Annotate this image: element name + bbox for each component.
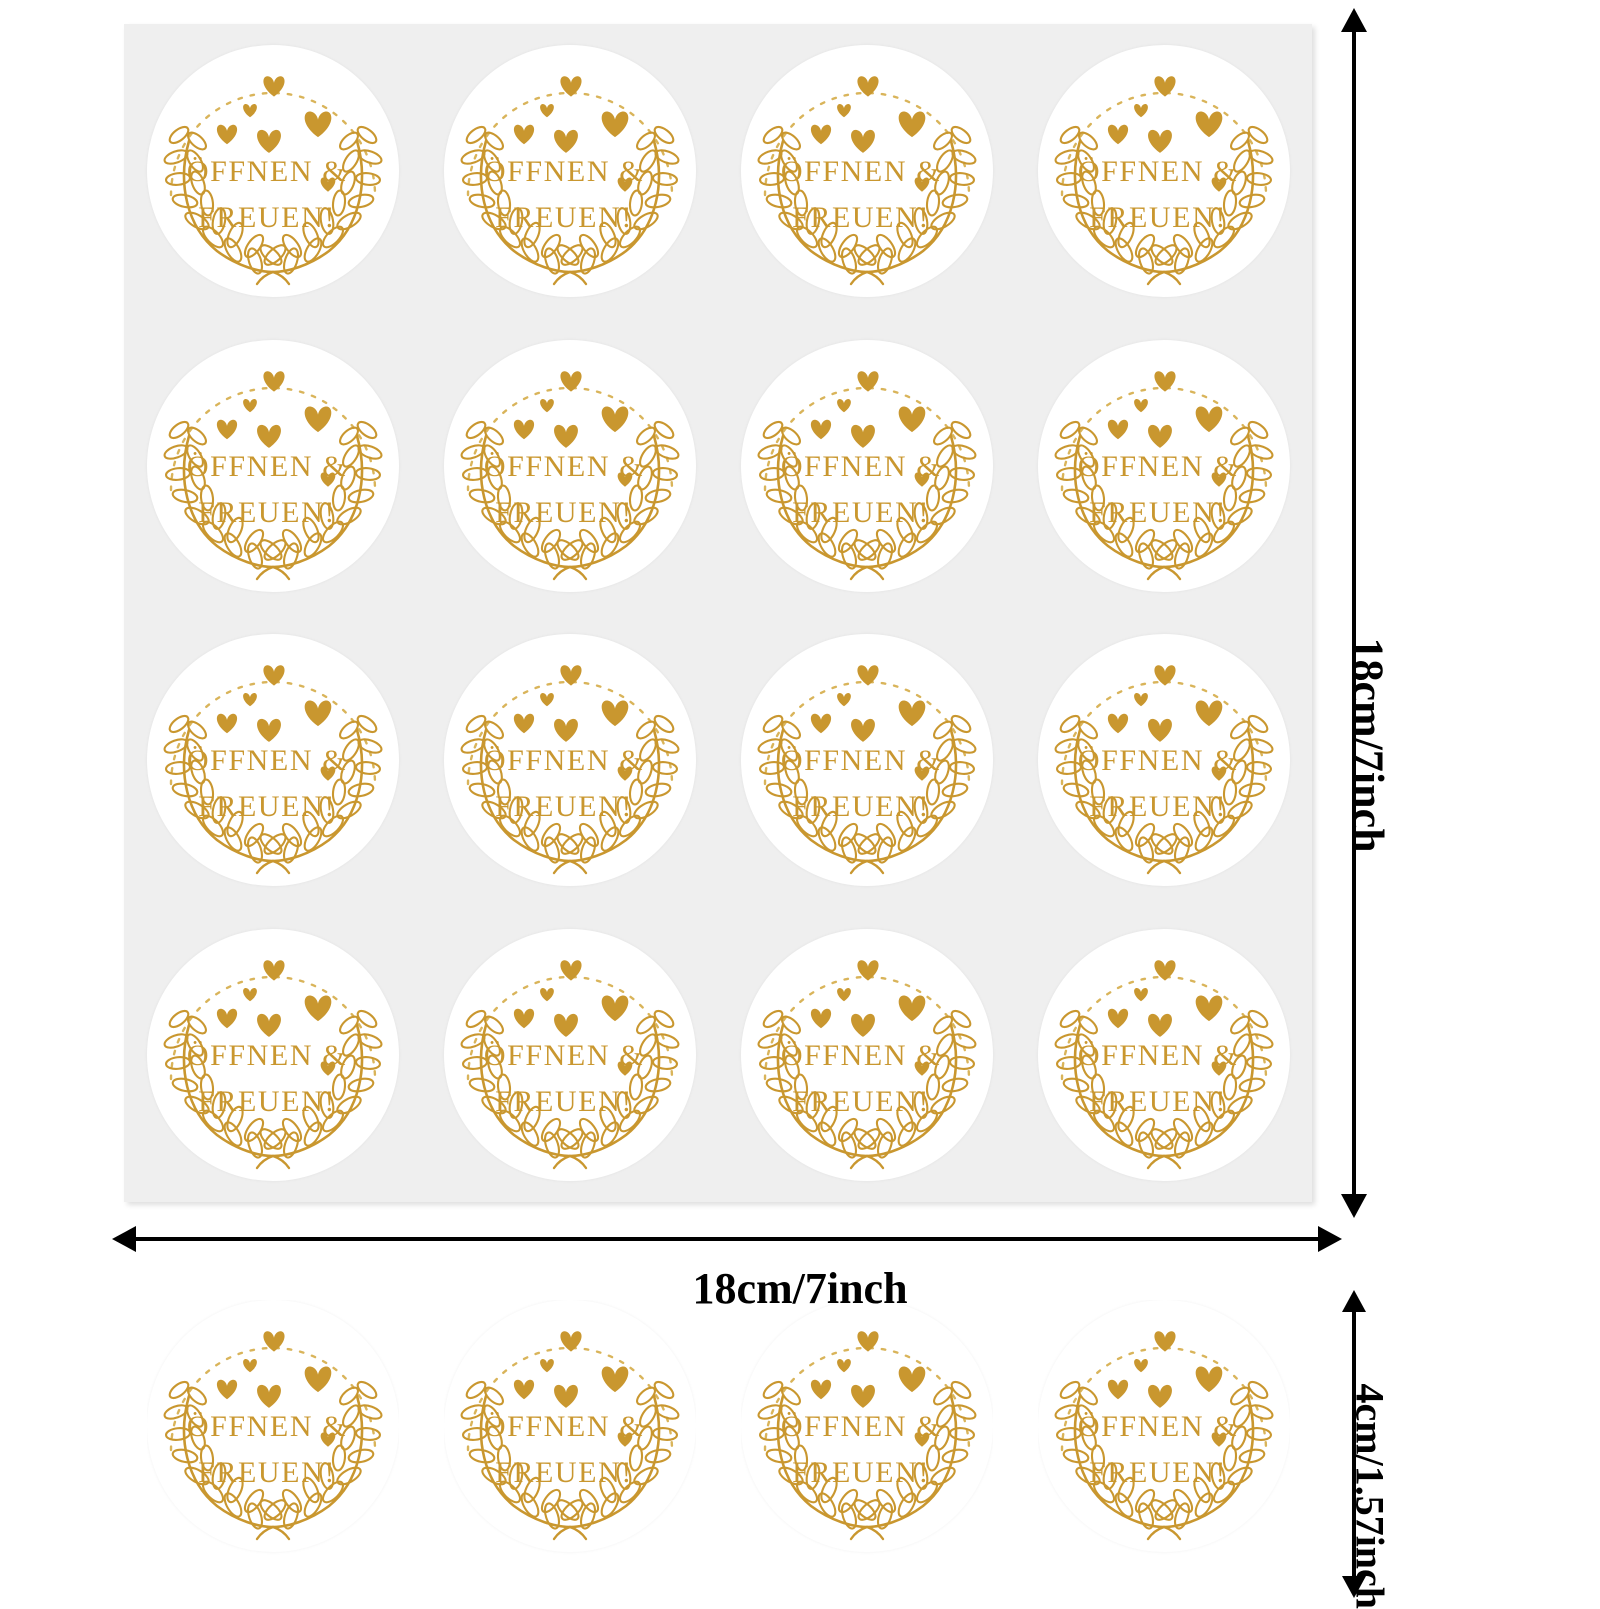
sticker: ÖFFNEN & FREUEN! [444,1300,696,1552]
sticker-cell: ÖFFNEN & FREUEN! [124,24,421,319]
svg-text:ÖFFNEN &: ÖFFNEN & [1077,155,1237,188]
sticker: ÖFFNEN & FREUEN! [147,634,399,886]
sticker-cell: ÖFFNEN & FREUEN! [718,613,1015,908]
sticker: ÖFFNEN & FREUEN! [741,1300,993,1552]
svg-text:ÖFFNEN &: ÖFFNEN & [484,1410,644,1443]
svg-text:ÖFFNEN &: ÖFFNEN & [780,450,940,483]
sticker: ÖFFNEN & FREUEN! [741,634,993,886]
sticker-diameter-label: 4cm/1.57inch [1347,1384,1394,1609]
svg-text:ÖFFNEN &: ÖFFNEN & [483,450,643,483]
svg-text:ÖFFNEN &: ÖFFNEN & [186,155,346,188]
svg-text:ÖFFNEN &: ÖFFNEN & [483,155,643,188]
svg-text:ÖFFNEN &: ÖFFNEN & [187,1410,347,1443]
sticker-cell: ÖFFNEN & FREUEN! [421,319,718,614]
sticker: ÖFFNEN & FREUEN! [444,929,696,1181]
svg-text:ÖFFNEN &: ÖFFNEN & [186,744,346,777]
sticker-cell: ÖFFNEN & FREUEN! [718,319,1015,614]
svg-text:ÖFFNEN &: ÖFFNEN & [1077,450,1237,483]
sticker: ÖFFNEN & FREUEN! [741,45,993,297]
sticker: ÖFFNEN & FREUEN! [444,45,696,297]
sticker-grid: ÖFFNEN & FREUEN! ÖFFNEN & FREUEN! ÖFFNEN… [124,24,1312,1202]
sticker-cell: ÖFFNEN & FREUEN! [421,908,718,1203]
svg-text:ÖFFNEN &: ÖFFNEN & [781,1410,941,1443]
svg-text:ÖFFNEN &: ÖFFNEN & [1077,744,1237,777]
sheet-width-label: 18cm/7inch [692,1263,907,1314]
sticker-cell: ÖFFNEN & FREUEN! [421,613,718,908]
svg-text:ÖFFNEN &: ÖFFNEN & [780,155,940,188]
sticker-cell: ÖFFNEN & FREUEN! [124,613,421,908]
svg-text:ÖFFNEN &: ÖFFNEN & [483,744,643,777]
svg-text:ÖFFNEN &: ÖFFNEN & [780,744,940,777]
sticker: ÖFFNEN & FREUEN! [444,340,696,592]
sticker-cell: ÖFFNEN & FREUEN! [421,24,718,319]
sticker-cell: ÖFFNEN & FREUEN! [1015,613,1312,908]
sticker-sheet: ÖFFNEN & FREUEN! ÖFFNEN & FREUEN! ÖFFNEN… [124,24,1312,1202]
sheet-height-label: 18cm/7inch [1343,638,1394,853]
sticker: ÖFFNEN & FREUEN! [741,929,993,1181]
sheet-height-arrow [1352,30,1356,1196]
loose-sticker-row: ÖFFNEN & FREUEN! ÖFFNEN & FREUEN! ÖFFNEN… [124,1300,1312,1600]
sticker: ÖFFNEN & FREUEN! [147,340,399,592]
sheet-width-arrow [134,1237,1320,1241]
sticker-cell: ÖFFNEN & FREUEN! [124,908,421,1203]
svg-text:ÖFFNEN &: ÖFFNEN & [1078,1410,1238,1443]
sticker: ÖFFNEN & FREUEN! [1038,1300,1290,1552]
loose-sticker: ÖFFNEN & FREUEN! [444,1300,696,1600]
sticker: ÖFFNEN & FREUEN! [741,340,993,592]
sticker-cell: ÖFFNEN & FREUEN! [718,24,1015,319]
sticker: ÖFFNEN & FREUEN! [147,1300,399,1552]
svg-text:ÖFFNEN &: ÖFFNEN & [186,450,346,483]
sticker: ÖFFNEN & FREUEN! [147,929,399,1181]
sticker-cell: ÖFFNEN & FREUEN! [124,319,421,614]
loose-sticker: ÖFFNEN & FREUEN! [147,1300,399,1600]
svg-text:ÖFFNEN &: ÖFFNEN & [483,1039,643,1072]
sticker-cell: ÖFFNEN & FREUEN! [1015,24,1312,319]
sticker: ÖFFNEN & FREUEN! [1038,340,1290,592]
sticker: ÖFFNEN & FREUEN! [147,45,399,297]
sticker: ÖFFNEN & FREUEN! [1038,634,1290,886]
sticker: ÖFFNEN & FREUEN! [444,634,696,886]
loose-sticker: ÖFFNEN & FREUEN! [1038,1300,1290,1600]
loose-sticker: ÖFFNEN & FREUEN! [741,1300,993,1600]
sticker-cell: ÖFFNEN & FREUEN! [1015,319,1312,614]
sticker-cell: ÖFFNEN & FREUEN! [1015,908,1312,1203]
sticker-cell: ÖFFNEN & FREUEN! [718,908,1015,1203]
svg-text:ÖFFNEN &: ÖFFNEN & [186,1039,346,1072]
sticker: ÖFFNEN & FREUEN! [1038,929,1290,1181]
svg-text:ÖFFNEN &: ÖFFNEN & [780,1039,940,1072]
svg-text:ÖFFNEN &: ÖFFNEN & [1077,1039,1237,1072]
sticker: ÖFFNEN & FREUEN! [1038,45,1290,297]
